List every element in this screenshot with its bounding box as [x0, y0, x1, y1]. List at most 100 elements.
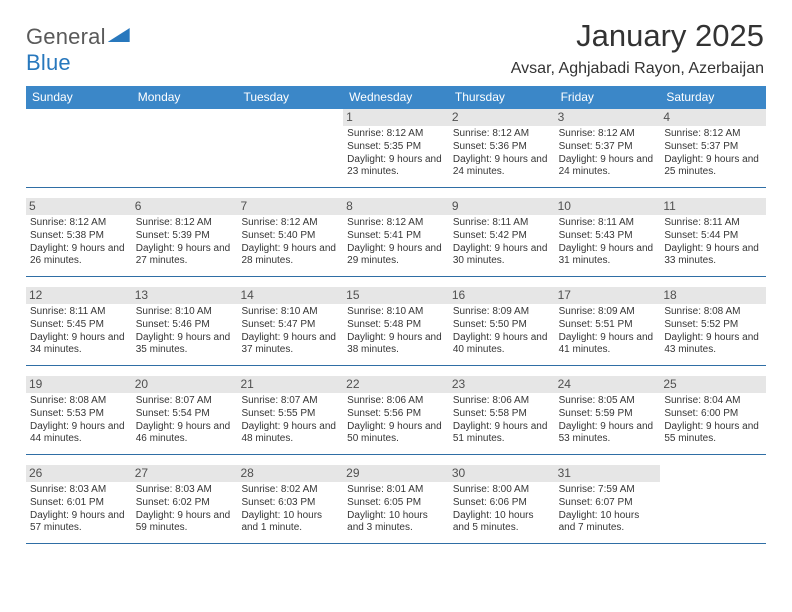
day-number: 19: [26, 376, 132, 393]
brand-logo: General Blue: [26, 24, 130, 76]
day-number: 22: [343, 376, 449, 393]
day-info: Sunrise: 8:12 AMSunset: 5:39 PMDaylight:…: [136, 217, 234, 268]
day-cell: 11Sunrise: 8:11 AMSunset: 5:44 PMDayligh…: [660, 198, 766, 276]
day-header-sunday: Sunday: [26, 86, 132, 109]
day-info: Sunrise: 8:11 AMSunset: 5:44 PMDaylight:…: [664, 217, 762, 268]
week-spacer: [26, 366, 766, 376]
day-number: 17: [555, 287, 661, 304]
day-header-row: SundayMondayTuesdayWednesdayThursdayFrid…: [26, 86, 766, 109]
brand-part1: General: [26, 24, 106, 49]
day-cell: 7 Sunrise: 8:12 AMSunset: 5:40 PMDaylight…: [237, 198, 343, 276]
day-cell: [660, 465, 766, 543]
day-cell: [132, 109, 238, 187]
day-cell: 20Sunrise: 8:07 AMSunset: 5:54 PMDayligh…: [132, 376, 238, 454]
day-number: 27: [132, 465, 238, 482]
day-cell: 17 Sunrise: 8:09 AMSunset: 5:51 PMDayligh…: [555, 287, 661, 365]
week-row: 1 Sunrise: 8:12 AMSunset: 5:35 PMDaylight…: [26, 109, 766, 188]
day-cell: 26Sunrise: 8:03 AMSunset: 6:01 PMDayligh…: [26, 465, 132, 543]
day-number: 16: [449, 287, 555, 304]
day-number: 21: [237, 376, 343, 393]
brand-triangle-icon: [108, 28, 130, 42]
day-header-wednesday: Wednesday: [343, 86, 449, 109]
day-info: Sunrise: 8:11 AMSunset: 5:42 PMDaylight:…: [453, 217, 551, 268]
day-number: 6: [132, 198, 238, 215]
day-number: 23: [449, 376, 555, 393]
location-subtitle: Avsar, Aghjabadi Rayon, Azerbaijan: [511, 60, 764, 78]
day-info: Sunrise: 8:09 AMSunset: 5:51 PMDaylight:…: [559, 306, 657, 357]
day-number: 10: [555, 198, 661, 215]
day-info: Sunrise: 8:02 AMSunset: 6:03 PMDaylight:…: [241, 484, 339, 535]
week-row: 19 Sunrise: 8:08 AMSunset: 5:53 PMDayligh…: [26, 376, 766, 455]
day-info: Sunrise: 8:11 AMSunset: 5:43 PMDaylight:…: [559, 217, 657, 268]
day-number: 24: [555, 376, 661, 393]
day-cell: [237, 109, 343, 187]
day-number: 12: [26, 287, 132, 304]
day-info: Sunrise: 8:10 AMSunset: 5:48 PMDaylight:…: [347, 306, 445, 357]
day-number: 29: [343, 465, 449, 482]
week-spacer: [26, 188, 766, 198]
day-info: Sunrise: 7:59 AMSunset: 6:07 PMDaylight:…: [559, 484, 657, 535]
brand-part2: Blue: [26, 50, 71, 75]
day-cell: 22 Sunrise: 8:06 AMSunset: 5:56 PMDayligh…: [343, 376, 449, 454]
day-cell: 1 Sunrise: 8:12 AMSunset: 5:35 PMDaylight…: [343, 109, 449, 187]
day-cell: 6 Sunrise: 8:12 AMSunset: 5:39 PMDaylight…: [132, 198, 238, 276]
day-info: Sunrise: 8:12 AMSunset: 5:37 PMDaylight:…: [664, 128, 762, 179]
week-row: 5 Sunrise: 8:12 AMSunset: 5:38 PMDaylight…: [26, 198, 766, 277]
day-info: Sunrise: 8:12 AMSunset: 5:35 PMDaylight:…: [347, 128, 445, 179]
day-info: Sunrise: 8:03 AMSunset: 6:01 PMDaylight:…: [30, 484, 128, 535]
day-cell: 8Sunrise: 8:12 AMSunset: 5:41 PMDaylight…: [343, 198, 449, 276]
day-cell: 14 Sunrise: 8:10 AMSunset: 5:47 PMDayligh…: [237, 287, 343, 365]
day-cell: 13 Sunrise: 8:10 AMSunset: 5:46 PMDayligh…: [132, 287, 238, 365]
day-info: Sunrise: 8:12 AMSunset: 5:40 PMDaylight:…: [241, 217, 339, 268]
day-info: Sunrise: 8:11 AMSunset: 5:45 PMDaylight:…: [30, 306, 128, 357]
day-cell: 21 Sunrise: 8:07 AMSunset: 5:55 PMDayligh…: [237, 376, 343, 454]
day-info: Sunrise: 8:07 AMSunset: 5:54 PMDaylight:…: [136, 395, 234, 446]
day-info: Sunrise: 8:12 AMSunset: 5:36 PMDaylight:…: [453, 128, 551, 179]
day-info: Sunrise: 8:10 AMSunset: 5:46 PMDaylight:…: [136, 306, 234, 357]
day-cell: 15Sunrise: 8:10 AMSunset: 5:48 PMDayligh…: [343, 287, 449, 365]
week-row: 12 Sunrise: 8:11 AMSunset: 5:45 PMDayligh…: [26, 287, 766, 366]
day-cell: 5 Sunrise: 8:12 AMSunset: 5:38 PMDaylight…: [26, 198, 132, 276]
day-info: Sunrise: 8:03 AMSunset: 6:02 PMDaylight:…: [136, 484, 234, 535]
day-cell: [26, 109, 132, 187]
day-cell: 10 Sunrise: 8:11 AMSunset: 5:43 PMDayligh…: [555, 198, 661, 276]
day-info: Sunrise: 8:06 AMSunset: 5:56 PMDaylight:…: [347, 395, 445, 446]
day-info: Sunrise: 8:12 AMSunset: 5:41 PMDaylight:…: [347, 217, 445, 268]
day-number: 30: [449, 465, 555, 482]
week-spacer: [26, 277, 766, 287]
page-title: January 2025: [576, 18, 764, 54]
day-cell: 16 Sunrise: 8:09 AMSunset: 5:50 PMDayligh…: [449, 287, 555, 365]
day-number: 1: [343, 109, 449, 126]
day-info: Sunrise: 8:05 AMSunset: 5:59 PMDaylight:…: [559, 395, 657, 446]
day-info: Sunrise: 8:12 AMSunset: 5:37 PMDaylight:…: [559, 128, 657, 179]
day-info: Sunrise: 8:12 AMSunset: 5:38 PMDaylight:…: [30, 217, 128, 268]
day-cell: 28Sunrise: 8:02 AMSunset: 6:03 PMDayligh…: [237, 465, 343, 543]
day-number: 31: [555, 465, 661, 482]
day-info: Sunrise: 8:09 AMSunset: 5:50 PMDaylight:…: [453, 306, 551, 357]
day-cell: 2Sunrise: 8:12 AMSunset: 5:36 PMDaylight…: [449, 109, 555, 187]
day-cell: 31 Sunrise: 7:59 AMSunset: 6:07 PMDayligh…: [555, 465, 661, 543]
day-cell: 27 Sunrise: 8:03 AMSunset: 6:02 PMDayligh…: [132, 465, 238, 543]
day-cell: 25 Sunrise: 8:04 AMSunset: 6:00 PMDayligh…: [660, 376, 766, 454]
day-number: 25: [660, 376, 766, 393]
day-info: Sunrise: 8:04 AMSunset: 6:00 PMDaylight:…: [664, 395, 762, 446]
day-header-thursday: Thursday: [449, 86, 555, 109]
day-number: 7: [237, 198, 343, 215]
day-number: 18: [660, 287, 766, 304]
day-info: Sunrise: 8:07 AMSunset: 5:55 PMDaylight:…: [241, 395, 339, 446]
day-number: 13: [132, 287, 238, 304]
day-cell: 19 Sunrise: 8:08 AMSunset: 5:53 PMDayligh…: [26, 376, 132, 454]
day-cell: 12 Sunrise: 8:11 AMSunset: 5:45 PMDayligh…: [26, 287, 132, 365]
day-cell: 18 Sunrise: 8:08 AMSunset: 5:52 PMDayligh…: [660, 287, 766, 365]
day-number: 14: [237, 287, 343, 304]
day-header-monday: Monday: [132, 86, 238, 109]
day-number: 5: [26, 198, 132, 215]
day-info: Sunrise: 8:08 AMSunset: 5:52 PMDaylight:…: [664, 306, 762, 357]
calendar-grid: SundayMondayTuesdayWednesdayThursdayFrid…: [26, 86, 766, 544]
day-cell: 29Sunrise: 8:01 AMSunset: 6:05 PMDayligh…: [343, 465, 449, 543]
day-info: Sunrise: 8:10 AMSunset: 5:47 PMDaylight:…: [241, 306, 339, 357]
day-number: 9: [449, 198, 555, 215]
day-info: Sunrise: 8:08 AMSunset: 5:53 PMDaylight:…: [30, 395, 128, 446]
day-cell: 24 Sunrise: 8:05 AMSunset: 5:59 PMDayligh…: [555, 376, 661, 454]
day-cell: 30Sunrise: 8:00 AMSunset: 6:06 PMDayligh…: [449, 465, 555, 543]
